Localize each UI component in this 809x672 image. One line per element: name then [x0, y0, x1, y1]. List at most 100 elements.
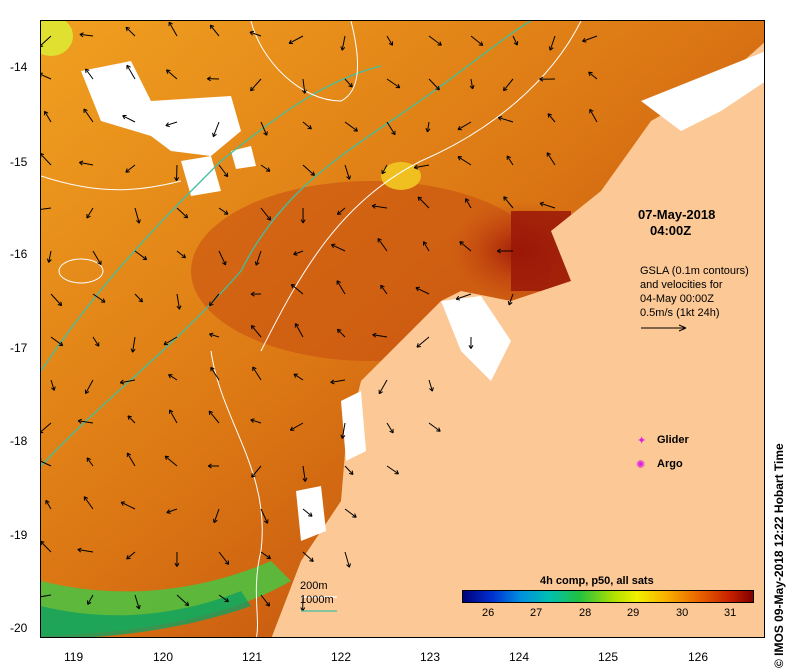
velocity-arrow: [209, 293, 220, 307]
velocity-arrow: [165, 121, 178, 127]
velocity-arrow: [134, 207, 140, 224]
velocity-arrowhead: [223, 172, 229, 178]
velocity-arrow: [127, 415, 136, 424]
velocity-arrowhead: [168, 409, 174, 414]
velocity-arrow: [50, 293, 62, 306]
velocity-arrowhead: [254, 261, 260, 266]
velocity-arrowhead: [503, 196, 508, 201]
velocity-arrowhead: [547, 113, 553, 118]
velocity-arrowhead: [164, 455, 170, 461]
velocity-arrowhead: [309, 557, 314, 562]
velocity-arrowhead: [300, 219, 306, 224]
velocity-arrowhead: [265, 167, 271, 172]
velocity-arrowhead: [223, 210, 229, 215]
velocity-arrowhead: [174, 177, 180, 182]
velocity-arrow: [470, 78, 474, 89]
velocity-arrow: [372, 205, 388, 209]
velocity-arrowhead: [336, 280, 341, 285]
velocity-arrow: [302, 551, 314, 562]
velocity-arrow: [582, 35, 598, 42]
velocity-arrow: [134, 293, 143, 303]
velocity-arrow: [423, 241, 430, 252]
velocity-arrow: [176, 250, 186, 259]
velocity-arrowhead: [336, 210, 342, 216]
velocity-arrowhead: [77, 547, 82, 553]
velocity-arrowhead: [77, 418, 83, 424]
velocity-arrow: [168, 374, 178, 381]
velocity-arrowhead: [388, 41, 394, 46]
velocity-arrow: [414, 164, 430, 169]
velocity-arrowhead: [79, 32, 84, 38]
velocity-arrow: [120, 501, 136, 510]
velocity-arrowhead: [346, 175, 351, 180]
land: [271, 42, 764, 637]
velocity-arrow: [176, 594, 189, 606]
colorbar-tick: 29: [627, 607, 640, 619]
velocity-arrow: [164, 455, 178, 467]
x-tick-label: 119: [64, 650, 84, 664]
velocity-arrow: [344, 551, 350, 568]
velocity-arrowhead: [50, 386, 56, 391]
colorbar-tick: 27: [530, 607, 543, 619]
velocity-arrow: [218, 164, 229, 177]
x-tick-label: 120: [153, 650, 174, 664]
velocity-arrow: [208, 410, 220, 424]
x-tick-label: 125: [598, 650, 619, 664]
gsla-line: 0.5m/s (1kt 24h): [640, 307, 720, 319]
velocity-arrowhead: [83, 108, 88, 113]
velocity-arrow: [546, 152, 556, 166]
velocity-arrowhead: [290, 283, 296, 289]
velocity-arrow: [341, 35, 346, 51]
x-tick-label: 124: [509, 650, 530, 664]
velocity-arrow: [294, 323, 304, 338]
velocity-arrow: [302, 465, 306, 482]
velocity-arrowhead: [97, 260, 102, 266]
velocity-arrow: [77, 549, 94, 553]
velocity-arrow: [41, 74, 52, 80]
velocity-arrowhead: [210, 366, 215, 372]
velocity-arrow: [85, 379, 94, 394]
velocity-arrowhead: [265, 602, 270, 607]
velocity-arrowhead: [183, 213, 189, 219]
velocity-arrow: [378, 379, 388, 394]
velocity-arrowhead: [78, 160, 84, 166]
velocity-arrow: [503, 78, 514, 92]
velocity-arrowhead: [330, 379, 335, 385]
velocity-arrowhead: [125, 26, 131, 32]
velocity-arrow: [428, 379, 433, 392]
velocity-arrow: [218, 551, 230, 565]
velocity-arrowhead: [126, 555, 131, 560]
velocity-arrow: [260, 508, 269, 524]
velocity-arrow: [213, 508, 220, 523]
velocity-arrow: [126, 551, 136, 560]
velocity-arrowhead: [378, 389, 383, 395]
velocity-arrow: [508, 293, 514, 306]
velocity-arrowhead: [209, 24, 215, 30]
velocity-arrow: [386, 422, 394, 434]
velocity-arrowhead: [130, 348, 136, 353]
velocity-arrow: [85, 68, 94, 80]
isobath-1000m: [210, 350, 263, 637]
velocity-arrow: [166, 69, 178, 80]
velocity-arrowhead: [166, 509, 171, 514]
velocity-arrowhead: [395, 83, 401, 89]
gsla-line: GSLA (0.1m contours): [640, 265, 749, 277]
x-tick-label: 126: [688, 650, 709, 664]
velocity-arrowhead: [94, 342, 100, 347]
y-tick-label: -20: [10, 621, 28, 635]
velocity-arrow: [48, 250, 52, 263]
velocity-arrow: [210, 367, 220, 381]
velocity-arrowhead: [181, 253, 186, 259]
sst-map: [41, 21, 764, 637]
velocity-arrow: [44, 111, 52, 123]
velocity-arrowhead: [353, 127, 358, 132]
velocity-arrow: [503, 196, 514, 209]
velocity-arrowhead: [122, 114, 127, 120]
velocity-arrow: [344, 78, 353, 88]
velocity-arrowhead: [469, 84, 475, 90]
velocity-arrowhead: [142, 255, 148, 261]
velocity-arrow: [251, 465, 262, 478]
velocity-arrow: [344, 121, 358, 132]
velocity-arrow: [50, 336, 64, 346]
velocity-arrowhead: [44, 110, 49, 116]
